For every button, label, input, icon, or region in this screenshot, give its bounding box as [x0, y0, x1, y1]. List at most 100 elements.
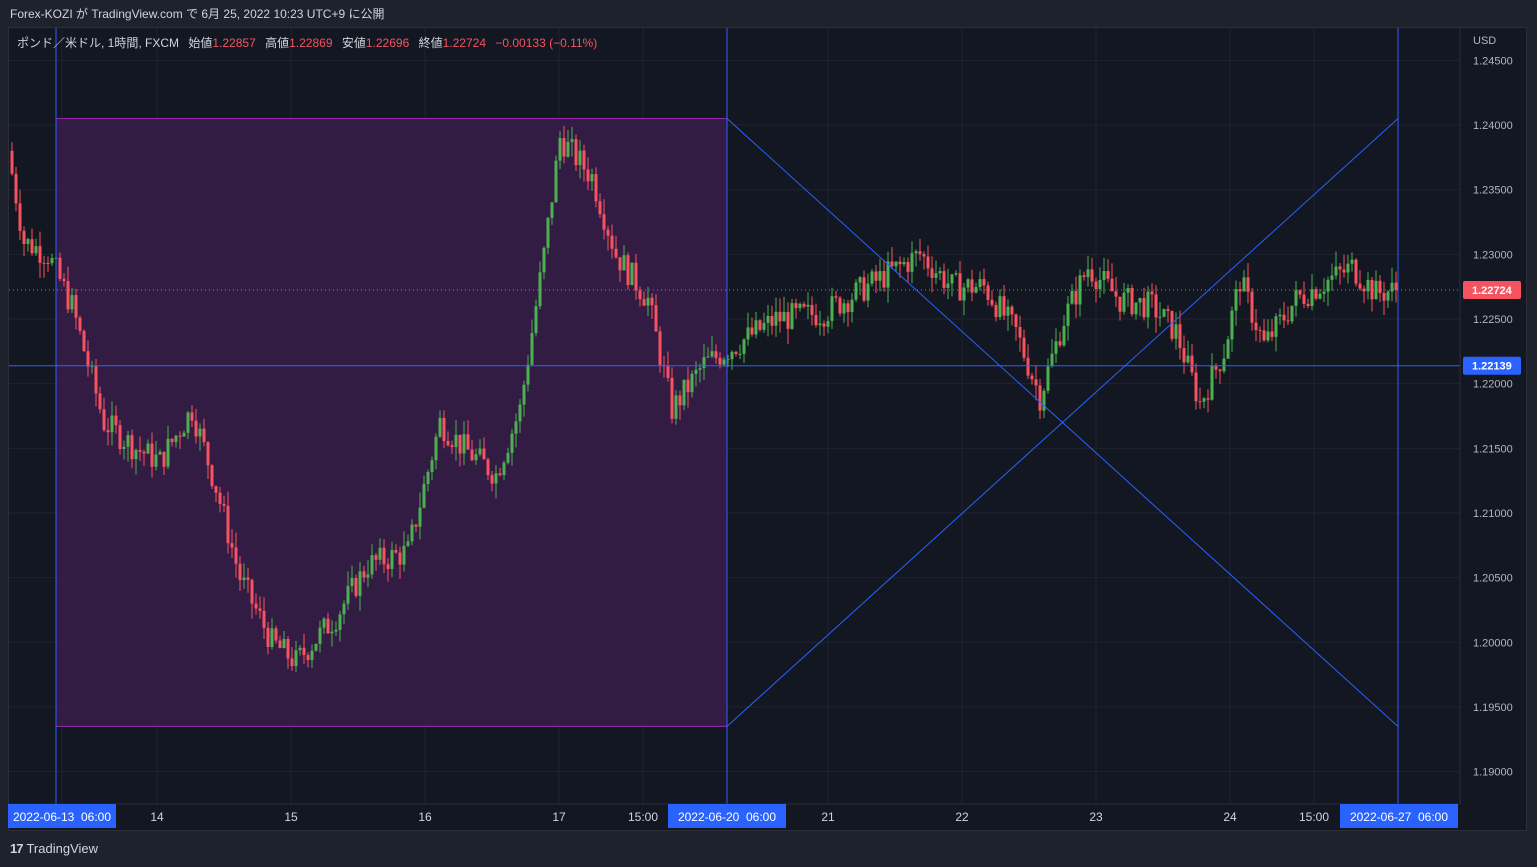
candle-body — [1350, 259, 1354, 264]
candle-body — [454, 434, 458, 448]
candle-body — [1146, 291, 1150, 318]
candle-body — [398, 552, 402, 565]
candle-body — [350, 577, 354, 587]
candle-body — [530, 333, 534, 365]
candle-body — [682, 379, 686, 406]
candle-body — [994, 304, 998, 318]
candle-body — [406, 541, 410, 546]
candle-body — [458, 434, 462, 454]
candle-body — [242, 577, 246, 581]
candle-body — [630, 262, 634, 286]
trend-line[interactable] — [726, 118, 1399, 727]
candle-body — [726, 359, 730, 361]
time-tick-label: 23 — [1089, 810, 1103, 824]
candle-body — [614, 248, 618, 258]
candle-body — [218, 492, 222, 504]
candle-body — [1162, 309, 1166, 317]
symbol-legend: ポンド／米ドル, 1時間, FXCM 始値1.22857 高値1.22869 安… — [17, 34, 597, 51]
candle-body — [486, 459, 490, 475]
time-tag — [668, 804, 786, 828]
candle-body — [882, 271, 886, 288]
candle-body — [30, 239, 34, 254]
candle-body — [950, 274, 954, 284]
candle-body — [198, 428, 202, 437]
candle-body — [1334, 266, 1338, 276]
candle-body — [498, 473, 502, 476]
candle-body — [234, 547, 238, 564]
candle-body — [1194, 372, 1198, 402]
time-tag — [1340, 804, 1458, 828]
price-tick-label: 1.20000 — [1473, 637, 1513, 649]
candle-body — [414, 524, 418, 527]
candle-body — [138, 450, 142, 452]
candle-body — [42, 262, 46, 264]
candle-body — [1358, 283, 1362, 289]
candle-body — [270, 628, 274, 648]
candle-body — [370, 555, 374, 575]
candle-body — [94, 365, 98, 394]
time-tick-label: 15:00 — [628, 810, 658, 824]
high-label: 高値 — [265, 36, 290, 50]
candle-body — [310, 650, 314, 660]
candle-body — [1294, 290, 1298, 306]
candle-body — [742, 339, 746, 354]
candle-body — [902, 262, 906, 265]
time-tick-label: 21 — [821, 810, 835, 824]
price-tick-label: 1.23000 — [1473, 249, 1513, 261]
candle-body — [1202, 398, 1206, 402]
candle-body — [1154, 294, 1158, 318]
hline-price-tag-label: 1.22139 — [1472, 361, 1512, 373]
candle-body — [542, 247, 546, 273]
symbol-name: ポンド／米ドル, 1時間, FXCM — [17, 36, 180, 50]
candle-body — [1118, 296, 1122, 312]
candle-body — [438, 417, 442, 437]
candle-body — [838, 297, 842, 314]
candle-body — [186, 412, 190, 433]
candle-body — [774, 311, 778, 326]
candle-body — [214, 486, 218, 493]
candle-body — [306, 655, 310, 660]
candle-body — [266, 627, 270, 648]
change-value: −0.00133 (−0.11%) — [495, 36, 598, 50]
candle-body — [566, 141, 570, 157]
candle-body — [1374, 280, 1378, 300]
candle-body — [394, 550, 398, 553]
price-range-box[interactable] — [55, 118, 728, 727]
tradingview-logo[interactable]: 17 TradingView — [10, 841, 98, 856]
candle-body — [514, 421, 518, 434]
candle-body — [450, 445, 454, 448]
candle-body — [638, 290, 642, 300]
candle-body — [98, 393, 102, 410]
candle-body — [366, 574, 370, 578]
candle-body — [334, 629, 338, 632]
low-value: 1.22696 — [365, 36, 410, 50]
candle-body — [250, 579, 254, 604]
candle-body — [954, 273, 958, 275]
candle-body — [238, 563, 242, 581]
candle-body — [86, 351, 90, 367]
candle-body — [550, 202, 554, 218]
candle-body — [470, 449, 474, 461]
candle-body — [694, 369, 698, 374]
candle-body — [890, 261, 894, 267]
candle-body — [82, 330, 86, 352]
candlestick-chart[interactable]: USD 1.24500 1.24000 1.23500 1.23000 1.22500 1.… — [0, 0, 1537, 832]
candle-body — [822, 323, 826, 327]
candle-body — [1362, 288, 1366, 292]
candle-body — [294, 650, 298, 667]
publish-info: Forex-KOZI が TradingView.com で 6月 25, 20… — [0, 0, 1537, 28]
candle-body — [1022, 337, 1026, 358]
candle-body — [1242, 277, 1246, 292]
candle-body — [1138, 298, 1142, 303]
candle-body — [1274, 316, 1278, 337]
candle-body — [354, 577, 358, 596]
close-label: 終値 — [418, 36, 443, 50]
candle-body — [70, 295, 74, 310]
candle-body — [862, 277, 866, 301]
candle-body — [110, 415, 114, 433]
candle-body — [1370, 279, 1374, 300]
candle-body — [142, 451, 146, 454]
candle-body — [810, 304, 814, 315]
candle-body — [1094, 281, 1098, 290]
candle-body — [22, 230, 26, 244]
